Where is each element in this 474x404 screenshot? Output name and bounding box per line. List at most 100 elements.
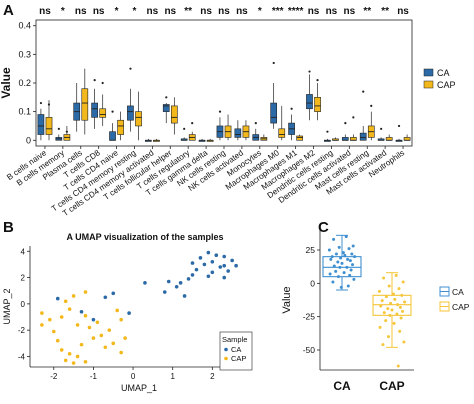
panel-c-label: C bbox=[318, 219, 329, 236]
ca-point bbox=[226, 269, 230, 273]
outlier-point bbox=[344, 121, 347, 125]
significance-label: ns bbox=[147, 6, 159, 17]
significance-label: * bbox=[133, 6, 137, 17]
cap-box bbox=[278, 128, 286, 138]
outlier-point bbox=[254, 121, 257, 125]
x-tick-label: 1 bbox=[170, 372, 175, 381]
cap-point bbox=[95, 320, 100, 325]
cap-point bbox=[388, 313, 392, 317]
x-tick-label: -2 bbox=[50, 372, 58, 381]
ca-point bbox=[337, 245, 341, 249]
outlier-point bbox=[183, 127, 186, 130]
cap-point bbox=[59, 348, 64, 352]
significance-label: ns bbox=[200, 6, 212, 17]
significance-label: *** bbox=[272, 6, 284, 17]
cap-point bbox=[111, 341, 116, 346]
ca-point bbox=[91, 317, 96, 322]
outlier-point bbox=[93, 79, 96, 82]
significance-label: * bbox=[61, 6, 65, 17]
x-tick-label: 2 bbox=[210, 372, 215, 381]
ca-point bbox=[206, 250, 211, 255]
cap-point bbox=[75, 323, 80, 327]
legend-marker bbox=[224, 356, 228, 361]
panel-a-label: A bbox=[3, 2, 14, 19]
ca-point bbox=[352, 277, 356, 281]
cap-point bbox=[386, 307, 390, 311]
ca-point bbox=[340, 261, 344, 265]
cap-point bbox=[55, 338, 60, 343]
outlier-point bbox=[362, 90, 365, 93]
cap-point bbox=[59, 315, 64, 319]
legend-title: Sample bbox=[222, 335, 247, 344]
ca-box bbox=[359, 132, 367, 141]
ca-point bbox=[329, 257, 333, 261]
ca-point bbox=[103, 295, 108, 300]
ca-point bbox=[222, 263, 227, 268]
outlier-point bbox=[397, 124, 401, 128]
cap-point bbox=[107, 328, 112, 332]
ca-point bbox=[210, 259, 215, 264]
ca-point bbox=[337, 275, 340, 279]
legend-label: CA bbox=[437, 68, 450, 78]
cap-point bbox=[378, 325, 382, 329]
significance-label: ns bbox=[164, 6, 176, 17]
x-tick-label: 0 bbox=[131, 372, 136, 381]
ca-point bbox=[214, 253, 219, 258]
ca-point bbox=[222, 254, 227, 259]
cap-point bbox=[119, 350, 123, 355]
ca-point bbox=[234, 263, 238, 268]
cap-point bbox=[91, 336, 96, 340]
cap-point bbox=[67, 352, 72, 356]
legend-swatch bbox=[423, 80, 434, 89]
significance-label: ns bbox=[93, 6, 105, 17]
cap-point bbox=[399, 316, 403, 320]
panel-b-label: B bbox=[3, 219, 14, 236]
y-axis-label: UMAP_2 bbox=[2, 288, 12, 324]
ca-box bbox=[234, 128, 242, 138]
cap-point bbox=[380, 299, 384, 303]
outlier-point bbox=[39, 101, 43, 105]
cap-point bbox=[87, 325, 92, 330]
outlier-point bbox=[370, 104, 373, 108]
ca-point bbox=[343, 253, 347, 257]
outlier-point bbox=[191, 121, 194, 125]
ca-point bbox=[334, 252, 338, 256]
y-tick-label: 0 bbox=[310, 278, 315, 288]
significance-label: ns bbox=[236, 6, 248, 17]
ca-point bbox=[190, 273, 195, 277]
cap-point bbox=[115, 308, 119, 313]
cap-point bbox=[397, 287, 401, 291]
cap-point bbox=[382, 311, 386, 315]
cap-box bbox=[117, 119, 124, 135]
ca-point bbox=[79, 309, 84, 314]
cap-point bbox=[389, 301, 393, 305]
cap-point bbox=[398, 329, 402, 333]
ca-box bbox=[322, 256, 362, 278]
outlier-point bbox=[165, 96, 168, 99]
cap-point bbox=[40, 323, 44, 327]
cap-box bbox=[99, 108, 107, 118]
outlier-point bbox=[308, 70, 311, 73]
cap-point bbox=[67, 307, 72, 311]
cap-box bbox=[296, 135, 304, 141]
legend-marker bbox=[224, 347, 228, 352]
ca-point bbox=[350, 252, 354, 256]
y-tick-label: -50 bbox=[303, 345, 316, 355]
ca-point bbox=[328, 272, 332, 276]
ca-point bbox=[331, 280, 335, 284]
outlier-point bbox=[326, 130, 329, 133]
y-tick-label: 0 bbox=[26, 135, 31, 145]
ca-point bbox=[346, 284, 350, 288]
cap-point bbox=[400, 293, 404, 297]
ca-box bbox=[270, 102, 278, 124]
y-tick-label: 4 bbox=[21, 247, 26, 256]
cap-point bbox=[393, 297, 397, 301]
ca-point bbox=[218, 265, 223, 269]
y-axis-label: Value bbox=[281, 286, 293, 313]
ca-point bbox=[174, 284, 179, 289]
ca-box bbox=[109, 131, 116, 141]
panel-a-frame bbox=[35, 19, 413, 147]
cap-point bbox=[119, 317, 123, 322]
cap-point bbox=[391, 292, 395, 296]
